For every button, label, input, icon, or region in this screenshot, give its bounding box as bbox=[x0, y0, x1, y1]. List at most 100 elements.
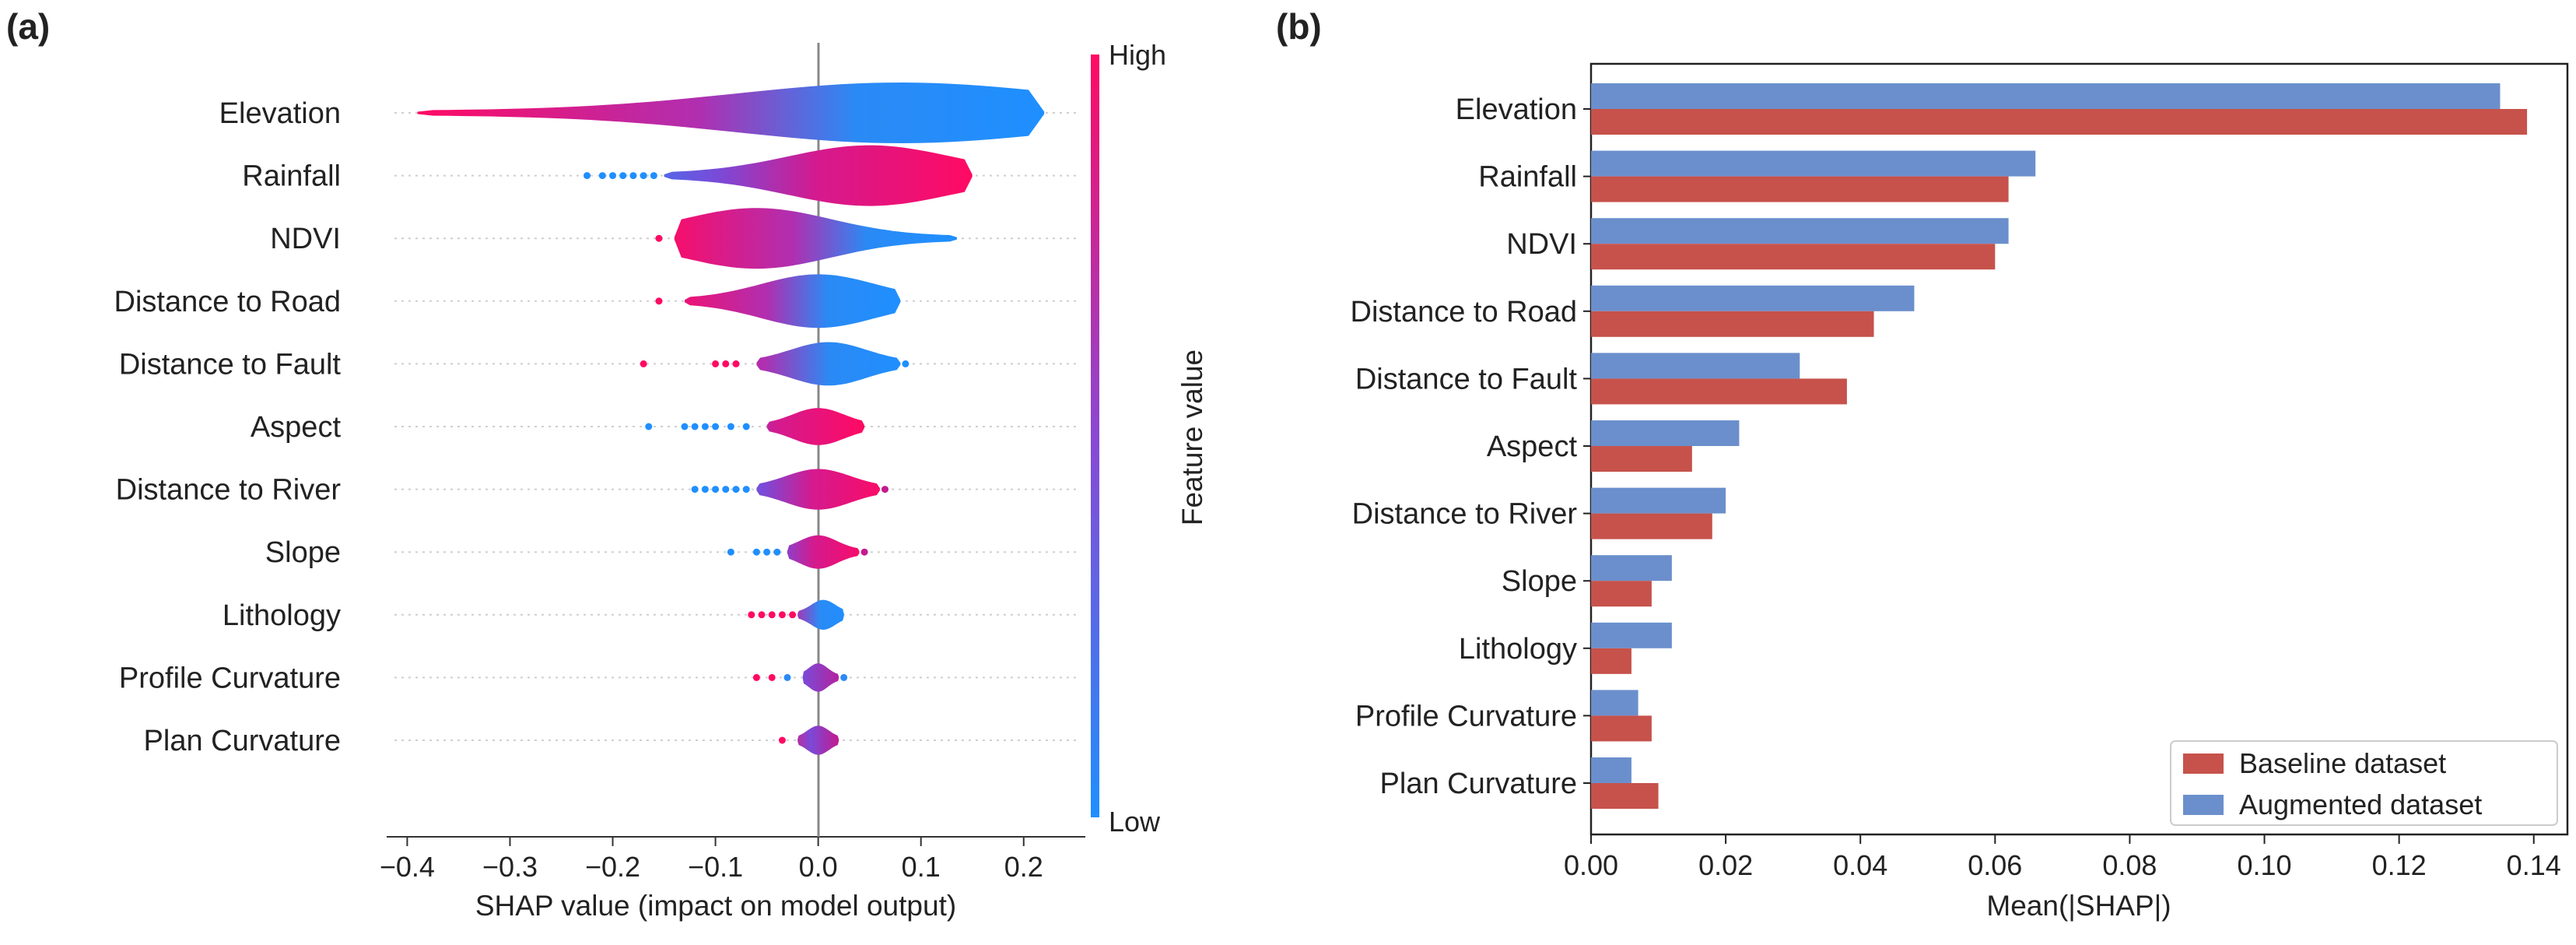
category-label-distance-to-fault: Distance to Fault bbox=[1355, 363, 1578, 395]
bar-augmented-dataset-elevation bbox=[1591, 83, 2501, 109]
category-label-distance-to-river: Distance to River bbox=[1352, 498, 1578, 531]
bar-baseline-dataset-plan-curvature bbox=[1591, 783, 1659, 809]
category-label-profile-curvature: Profile Curvature bbox=[1355, 700, 1577, 732]
violin-ndvi bbox=[674, 208, 957, 269]
bar-augmented-dataset-distance-to-fault bbox=[1591, 353, 1800, 379]
feature-label-slope: Slope bbox=[265, 536, 341, 569]
violin-aspect bbox=[766, 408, 865, 445]
bar-x-tick-label: 0.12 bbox=[2372, 849, 2427, 881]
shap-point-aspect bbox=[681, 423, 689, 430]
shap-point-profile-curvature bbox=[783, 673, 791, 681]
bar-baseline-dataset-rainfall bbox=[1591, 176, 2009, 202]
shap-point-rainfall bbox=[640, 172, 647, 180]
shap-point-distance-to-river bbox=[732, 486, 740, 494]
bar-augmented-dataset-distance-to-road bbox=[1591, 285, 1915, 311]
bar-baseline-dataset-ndvi bbox=[1591, 244, 1996, 270]
bar-augmented-dataset-rainfall bbox=[1591, 150, 2036, 177]
violin-plan-curvature bbox=[797, 725, 839, 755]
bar-baseline-dataset-lithology bbox=[1591, 648, 1631, 674]
shap-x-axis-title: SHAP value (impact on model output) bbox=[475, 890, 956, 922]
shap-point-lithology bbox=[748, 611, 755, 619]
bar-x-tick-label: 0.08 bbox=[2102, 849, 2157, 881]
colorbar-title: Feature value bbox=[1176, 350, 1208, 525]
shap-point-profile-curvature bbox=[840, 673, 848, 681]
legend-label-augmented: Augmented dataset bbox=[2239, 789, 2482, 820]
bar-x-tick-label: 0.04 bbox=[1833, 849, 1887, 881]
shap-point-lithology bbox=[758, 611, 766, 619]
shap-point-slope bbox=[773, 548, 781, 556]
category-label-lithology: Lithology bbox=[1459, 633, 1577, 666]
feature-label-lithology: Lithology bbox=[223, 599, 341, 632]
shap-x-tick-label: 0.0 bbox=[799, 851, 838, 883]
category-label-distance-to-road: Distance to Road bbox=[1351, 296, 1578, 328]
shap-point-aspect bbox=[727, 423, 734, 430]
category-label-rainfall: Rainfall bbox=[1478, 161, 1577, 194]
shap-point-distance-to-river bbox=[722, 486, 730, 494]
shap-point-distance-to-fault bbox=[902, 360, 909, 367]
legend-box bbox=[2170, 740, 2558, 826]
shap-point-slope bbox=[752, 548, 760, 556]
shap-point-aspect bbox=[645, 423, 653, 430]
shap-point-aspect bbox=[701, 423, 709, 430]
bar-augmented-dataset-profile-curvature bbox=[1591, 690, 1638, 716]
panel-label-b: (b) bbox=[1276, 6, 1322, 47]
violin-slope bbox=[787, 535, 860, 569]
shap-point-rainfall bbox=[609, 172, 617, 180]
shap-point-rainfall bbox=[629, 172, 637, 180]
shap-point-slope bbox=[860, 548, 868, 556]
shap-point-distance-to-river bbox=[691, 486, 699, 494]
colorbar-high-label: High bbox=[1109, 39, 1166, 71]
shap-point-distance-to-fault bbox=[732, 360, 740, 367]
legend-swatch-augmented bbox=[2183, 795, 2224, 815]
legend-swatch-baseline bbox=[2183, 754, 2224, 774]
bar-x-tick-label: 0.06 bbox=[1968, 849, 2022, 881]
bar-x-tick-label: 0.10 bbox=[2237, 849, 2291, 881]
shap-point-distance-to-fault bbox=[712, 360, 720, 367]
category-label-ndvi: NDVI bbox=[1506, 228, 1577, 261]
shap-point-lithology bbox=[768, 611, 776, 619]
shap-x-tick-label: 0.2 bbox=[1004, 851, 1043, 883]
shap-x-tick-label: −0.4 bbox=[380, 851, 435, 883]
bar-augmented-dataset-lithology bbox=[1591, 622, 1672, 648]
shap-point-distance-to-fault bbox=[722, 360, 730, 367]
bar-augmented-dataset-ndvi bbox=[1591, 218, 2009, 244]
bar-x-tick-label: 0.02 bbox=[1698, 849, 1753, 881]
shap-x-tick-label: 0.1 bbox=[902, 851, 941, 883]
shap-x-tick-label: −0.3 bbox=[482, 851, 538, 883]
bar-baseline-dataset-distance-to-river bbox=[1591, 513, 1712, 539]
shap-point-rainfall bbox=[584, 172, 591, 180]
shap-point-distance-to-river bbox=[712, 486, 720, 494]
shap-point-lithology bbox=[789, 611, 797, 619]
bar-baseline-dataset-distance-to-road bbox=[1591, 311, 1874, 337]
bar-augmented-dataset-distance-to-river bbox=[1591, 487, 1726, 514]
bar-baseline-dataset-profile-curvature bbox=[1591, 715, 1652, 742]
shap-point-rainfall bbox=[619, 172, 627, 180]
shap-point-slope bbox=[763, 548, 771, 556]
shap-point-distance-to-fault bbox=[640, 360, 647, 367]
feature-label-distance-to-river: Distance to River bbox=[116, 474, 342, 507]
bar-x-tick-label: 0.14 bbox=[2507, 849, 2561, 881]
violin-distance-to-road bbox=[685, 274, 901, 328]
violin-elevation bbox=[417, 83, 1045, 143]
shap-point-profile-curvature bbox=[768, 673, 776, 681]
category-label-slope: Slope bbox=[1502, 565, 1577, 598]
feature-label-aspect: Aspect bbox=[251, 411, 342, 444]
violin-distance-to-river bbox=[756, 469, 880, 510]
shap-x-tick-label: −0.1 bbox=[688, 851, 743, 883]
shap-point-distance-to-river bbox=[742, 486, 750, 494]
shap-point-aspect bbox=[742, 423, 750, 430]
feature-label-distance-to-road: Distance to Road bbox=[114, 286, 342, 318]
bar-baseline-dataset-distance-to-fault bbox=[1591, 378, 1847, 405]
shap-point-ndvi bbox=[655, 234, 663, 242]
mean-shap-bar-chart: Elevation Rainfall NDVI Distance to Road Dis… bbox=[1351, 62, 2569, 922]
shap-point-aspect bbox=[712, 423, 720, 430]
shap-x-tick-label: −0.2 bbox=[585, 851, 640, 883]
feature-label-profile-curvature: Profile Curvature bbox=[119, 662, 341, 694]
category-label-elevation: Elevation bbox=[1456, 93, 1577, 126]
shap-summary-plot: Elevation Rainfall NDVI Distance to Road Dis… bbox=[114, 39, 1209, 922]
bar-baseline-dataset-aspect bbox=[1591, 446, 1692, 472]
bar-baseline-dataset-slope bbox=[1591, 581, 1652, 607]
feature-label-plan-curvature: Plan Curvature bbox=[144, 725, 341, 757]
feature-label-elevation: Elevation bbox=[219, 97, 341, 130]
